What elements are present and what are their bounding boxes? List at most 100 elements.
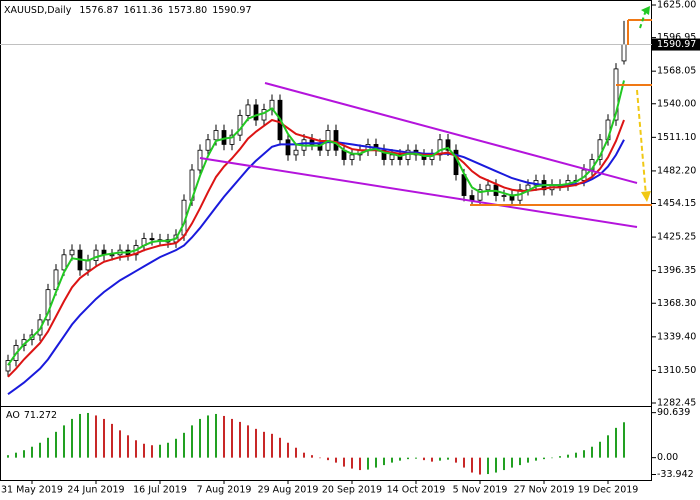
ao-bar [551, 457, 553, 459]
ao-bar [151, 445, 153, 458]
ao-bar [367, 457, 369, 470]
ao-bar [143, 443, 145, 458]
y-tick-label: 1511.10 [657, 132, 696, 143]
candle-body [381, 149, 387, 160]
ao-bar [263, 431, 265, 458]
x-tick-label: 7 Aug 2019 [197, 485, 252, 496]
ao-bar [479, 457, 481, 475]
ao-bar [527, 457, 529, 463]
candle-body [317, 144, 323, 151]
x-tick-label: 16 Jul 2019 [133, 485, 187, 496]
ao-bar [519, 457, 521, 466]
x-tick-label: 20 Sep 2019 [322, 485, 382, 496]
candle-body [469, 195, 475, 201]
ao-bar [175, 438, 177, 458]
ao-bar [215, 413, 217, 458]
candle-body [501, 195, 507, 197]
ao-bar [15, 452, 17, 458]
y-tick-label: 1310.50 [657, 365, 696, 376]
candle-body [477, 189, 483, 201]
ao-bar [359, 457, 361, 471]
moving-average [7, 118, 625, 378]
candle-body [69, 249, 75, 256]
y-tick-label: 1425.25 [657, 232, 696, 243]
candle-body [349, 154, 355, 160]
candle-body [229, 134, 235, 145]
ao-bar [159, 444, 161, 458]
ao-bar [455, 457, 457, 463]
y-tick-label: 1540.00 [657, 98, 696, 109]
candle-body [397, 154, 403, 160]
ao-bar [615, 427, 617, 458]
ao-bar [407, 457, 409, 460]
ao-bar [495, 457, 497, 473]
candle-body [437, 139, 443, 156]
ao-bar [559, 456, 561, 458]
ohlc-value: 1576.87 [79, 5, 118, 16]
y-tick-label: 90.639 [657, 407, 690, 418]
ao-bar [199, 418, 201, 458]
candle-body [525, 184, 531, 191]
indicator-value: 71.272 [24, 410, 57, 421]
ao-bar [583, 450, 585, 458]
target-arrow [639, 9, 647, 29]
y-tick-label: -33.942 [657, 469, 694, 480]
ao-bar [191, 425, 193, 458]
current-price-box [652, 38, 700, 51]
candle-body [333, 130, 339, 151]
ao-bar [375, 457, 377, 468]
ao-bar [535, 457, 537, 461]
candle-body [285, 139, 291, 156]
ao-bar [303, 452, 305, 458]
ao-bar [135, 440, 137, 458]
candle-body [613, 68, 619, 121]
ao-bar [119, 430, 121, 458]
ao-bar [247, 425, 249, 458]
y-tick-label: 1596.95 [657, 32, 696, 43]
ao-bar [439, 457, 441, 461]
candle-body [213, 130, 219, 141]
x-tick-label: 29 Aug 2019 [258, 485, 319, 496]
upper-channel-line [264, 82, 638, 184]
ao-bar [39, 442, 41, 458]
indicator-label: AO 71.272 [6, 410, 57, 421]
candle-body [93, 249, 99, 262]
ao-bar [223, 415, 225, 458]
ao-bar [183, 432, 185, 458]
candle-body [253, 104, 259, 121]
ao-bar [351, 457, 353, 469]
x-tick-label: 19 Dec 2019 [578, 485, 639, 496]
ao-bar [623, 422, 625, 458]
ao-bar [79, 413, 81, 458]
lower-channel-line [199, 157, 638, 228]
ohlc-value: 1611.36 [124, 5, 163, 16]
ao-bar [335, 457, 337, 463]
ao-bar [431, 457, 433, 462]
ao-bar [311, 455, 313, 458]
ao-bar [103, 418, 105, 458]
candle-body [85, 260, 91, 271]
ao-bar [31, 446, 33, 458]
ao-bar [111, 423, 113, 458]
ao-bar [279, 437, 281, 458]
candle-body [205, 139, 211, 151]
candle-body [485, 184, 491, 191]
ohlc-value: 1590.97 [212, 5, 251, 16]
arrow-head [641, 191, 651, 202]
ao-bar [599, 441, 601, 458]
ao-bar [55, 431, 57, 458]
ao-bar [295, 447, 297, 458]
candle-body [5, 360, 11, 372]
y-tick-label: 1454.15 [657, 198, 696, 209]
y-tick-label: 1396.35 [657, 265, 696, 276]
ao-bar [423, 457, 425, 461]
ao-bar [167, 442, 169, 458]
ao-bar [343, 457, 345, 467]
ao-bar [95, 415, 97, 458]
target-arrow [636, 89, 647, 197]
ao-bar [255, 428, 257, 458]
ao-bar [287, 442, 289, 458]
